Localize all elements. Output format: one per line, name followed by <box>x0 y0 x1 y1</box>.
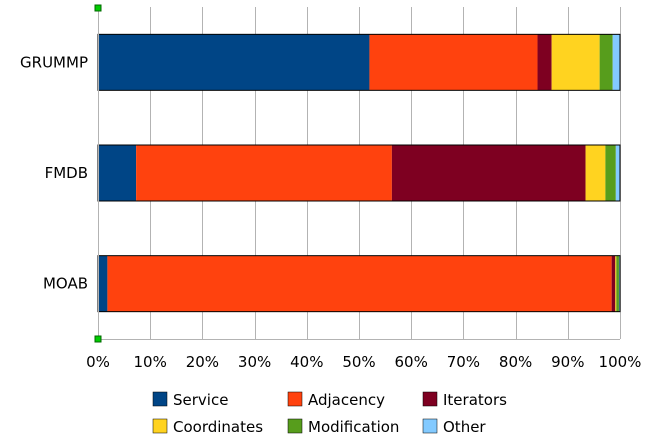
bar-segment-service <box>98 34 370 91</box>
legend-swatch <box>287 391 303 407</box>
x-tick-label: 100% <box>599 353 642 371</box>
legend-label: Modification <box>308 418 399 436</box>
x-tick-label: 70% <box>447 353 480 371</box>
category-label: MOAB <box>43 275 88 293</box>
bar-group-fmdb <box>97 144 621 202</box>
x-tick-label: 90% <box>551 353 584 371</box>
legend-label: Coordinates <box>173 418 263 436</box>
bar-segment-other <box>612 34 620 91</box>
category-labels: GRUMMP FMDB MOAB <box>20 53 88 292</box>
legend-swatch <box>422 391 438 407</box>
bar-segment-other <box>618 255 620 312</box>
bar-group-moab <box>97 255 621 313</box>
x-tick-labels: 0% 10% 20% 30% 40% 50% 60% 70% 80% 90% 100% <box>86 353 641 371</box>
x-tick-label: 0% <box>86 353 110 371</box>
x-tick-label: 30% <box>238 353 271 371</box>
legend-item-service: Service <box>152 391 228 409</box>
legend-item-iterators: Iterators <box>422 391 507 409</box>
bar-segment-adjacency <box>136 145 392 201</box>
x-tick-label: 50% <box>342 353 375 371</box>
bar-group-grummp <box>97 33 621 91</box>
bar-segment-other <box>615 145 620 201</box>
bar-segment-coordinates <box>615 255 617 312</box>
bar-segment-modification <box>605 145 616 201</box>
axes <box>94 4 620 343</box>
bar-segment-modification <box>616 255 619 312</box>
x-tick-label: 80% <box>499 353 532 371</box>
legend-label: Iterators <box>443 391 507 409</box>
legend-swatch <box>422 418 438 434</box>
legend-item-coordinates: Coordinates <box>152 418 263 436</box>
legend-label: Other <box>443 418 486 436</box>
legend-item-other: Other <box>422 418 486 436</box>
legend-swatch <box>152 391 168 407</box>
selection-handle[interactable] <box>94 335 102 343</box>
category-label: FMDB <box>45 164 88 182</box>
legend-swatch <box>152 418 168 434</box>
bar-segment-iterators <box>611 255 616 312</box>
legend-swatch <box>287 418 303 434</box>
bar-segment-adjacency <box>369 34 538 91</box>
bar-segment-modification <box>599 34 613 91</box>
legend: Service Adjacency Iterators Coordinates Modi… <box>152 391 507 436</box>
x-tick-label: 20% <box>186 353 219 371</box>
x-tick-label: 40% <box>290 353 323 371</box>
bar-segment-coordinates <box>585 145 606 201</box>
bars <box>97 33 621 313</box>
selection-handle[interactable] <box>94 4 102 12</box>
bar-segment-service <box>98 255 108 312</box>
legend-label: Adjacency <box>308 391 385 409</box>
category-label: GRUMMP <box>20 53 88 71</box>
bar-segment-coordinates <box>551 34 600 91</box>
bar-segment-iterators <box>537 34 552 91</box>
bar-segment-iterators <box>391 145 586 201</box>
legend-item-modification: Modification <box>287 418 399 436</box>
x-tick-label: 60% <box>395 353 428 371</box>
x-tick-label: 10% <box>134 353 167 371</box>
bar-segment-adjacency <box>107 255 612 312</box>
legend-label: Service <box>173 391 228 409</box>
bar-segment-service <box>98 145 137 201</box>
legend-item-adjacency: Adjacency <box>287 391 385 409</box>
